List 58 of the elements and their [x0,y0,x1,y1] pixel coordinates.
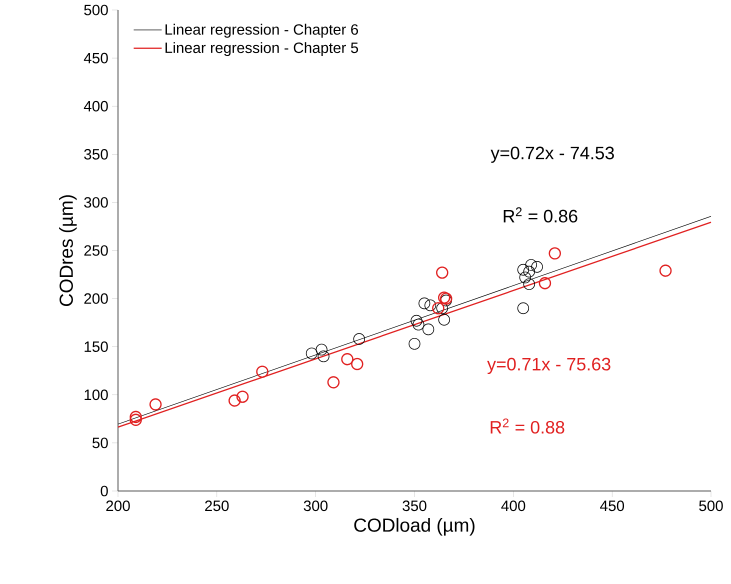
point [410,314,422,327]
y-tick-label: 200 [84,293,108,304]
point [149,398,162,411]
point [422,324,434,336]
point [659,264,672,277]
point [408,338,420,350]
point [412,318,424,330]
point [130,410,142,424]
y-tick-label: 150 [84,341,108,352]
point [436,266,448,279]
point [318,350,330,362]
y-tick-label: 50 [92,438,108,448]
y-tick-label: 0 [100,486,108,496]
point [424,299,436,312]
point [538,277,552,290]
annotation: R$^{2}$ = 0.88 [490,418,564,434]
legend-label: Linear regression - Chapter 6 [166,24,358,38]
x-tick-label: 300 [304,500,328,512]
point [418,298,430,310]
y-tick-label: 500 [84,4,108,16]
x-tick-label: 250 [205,500,229,512]
point [523,278,535,290]
annotation: y=0.72x - 74.53 [490,146,614,163]
y-tick-label: 100 [84,390,108,400]
point [236,390,249,403]
point [517,302,530,314]
y-tick-label: 400 [84,100,108,112]
point [531,261,543,273]
point [316,344,328,356]
y-tick-label: 350 [84,149,108,160]
x-tick-label: 500 [699,500,723,512]
y-tick-label: 250 [84,245,108,256]
annotation: R$^{2}$ = 0.86 [504,207,578,222]
x-tick-label: 450 [600,500,624,512]
x-axis-title: CODload (µm) [354,518,474,536]
point [306,348,318,360]
point [351,358,364,370]
point [341,353,354,366]
point [525,259,537,271]
point [519,272,532,284]
point [130,414,142,426]
point [432,302,444,314]
legend-label: Linear regression - Chapter 5 [166,42,358,56]
x-tick-label: 350 [402,500,426,512]
y-tick-label: 450 [84,52,108,64]
y-tick-label: 300 [84,197,108,208]
point [256,366,268,378]
annotation: y=0.71x - 75.63 [487,358,610,374]
point [548,247,561,260]
point [228,394,241,407]
point [523,266,535,278]
y-axis-title: CODres (µm) [59,195,77,306]
x-tick-label: 200 [106,500,130,512]
x-tick-label: 400 [501,500,526,512]
point [517,264,530,276]
point [353,333,366,345]
point [438,314,450,326]
point [327,376,340,388]
